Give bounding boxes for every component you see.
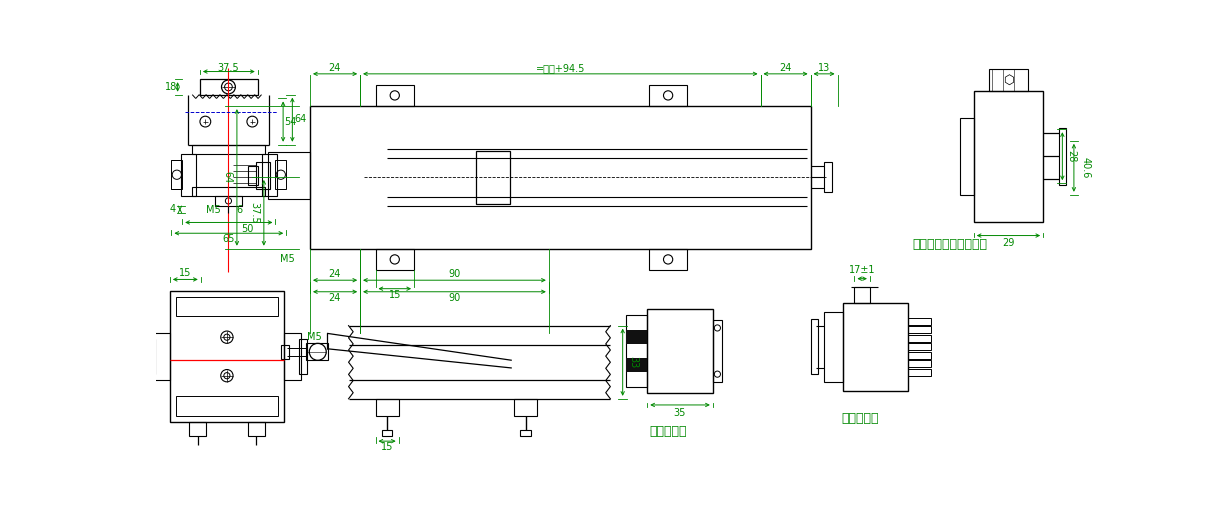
Bar <box>170 291 284 422</box>
Bar <box>625 358 647 372</box>
Text: 航空插头式: 航空插头式 <box>650 426 687 438</box>
Text: 17±1: 17±1 <box>849 265 875 275</box>
Text: 24: 24 <box>780 63 792 73</box>
Bar <box>310 106 810 248</box>
Text: 65: 65 <box>223 235 235 244</box>
Bar <box>376 85 414 106</box>
Text: 50: 50 <box>241 223 253 234</box>
Text: M5: M5 <box>279 254 294 264</box>
Text: 28: 28 <box>1066 150 1076 162</box>
Text: 18: 18 <box>165 82 177 92</box>
Bar <box>649 85 688 106</box>
Bar <box>147 339 154 374</box>
Bar <box>625 315 647 387</box>
Bar <box>825 162 832 193</box>
Bar <box>248 166 258 185</box>
Text: 6: 6 <box>236 205 242 215</box>
Bar <box>960 118 974 195</box>
Text: 24: 24 <box>328 63 341 73</box>
Text: 64: 64 <box>294 114 306 124</box>
Bar <box>176 297 278 317</box>
Bar <box>280 345 289 359</box>
Text: =型号+94.5: =型号+94.5 <box>536 63 585 73</box>
Bar <box>476 151 510 204</box>
Bar <box>300 339 307 374</box>
Bar <box>256 162 271 189</box>
Bar <box>192 145 266 154</box>
Bar <box>268 152 310 198</box>
Bar <box>153 334 170 379</box>
Text: 33: 33 <box>628 356 639 368</box>
Bar <box>247 422 264 436</box>
Bar <box>974 91 1043 222</box>
Text: 13: 13 <box>818 63 830 73</box>
Text: 40.6: 40.6 <box>1081 157 1091 178</box>
Bar <box>908 360 931 367</box>
Bar <box>275 160 286 189</box>
Bar <box>908 343 931 350</box>
Text: 24: 24 <box>328 293 341 303</box>
Bar <box>989 69 1028 91</box>
Text: 37.5: 37.5 <box>250 202 259 223</box>
Bar <box>649 248 688 270</box>
Bar <box>215 196 242 205</box>
Bar <box>176 396 278 415</box>
Bar <box>824 312 843 382</box>
Text: 35: 35 <box>673 409 685 419</box>
Bar <box>908 318 931 325</box>
Bar <box>625 330 647 344</box>
Bar <box>908 327 931 334</box>
Text: 防水接头式: 防水接头式 <box>841 412 879 425</box>
Text: M5: M5 <box>206 205 220 215</box>
Bar <box>908 352 931 359</box>
Text: ⬡: ⬡ <box>1002 73 1013 87</box>
Text: 24: 24 <box>328 269 341 279</box>
Bar <box>376 399 399 415</box>
Bar <box>306 343 328 360</box>
Bar <box>1059 128 1066 185</box>
Bar <box>647 309 712 393</box>
Text: 4: 4 <box>170 204 176 214</box>
Bar <box>171 160 182 189</box>
Bar <box>376 248 414 270</box>
Bar <box>514 399 537 415</box>
Bar <box>520 430 531 436</box>
Bar <box>181 154 196 196</box>
Bar <box>810 320 819 374</box>
Text: 15: 15 <box>179 268 191 278</box>
Bar <box>284 334 301 379</box>
Text: 37.5: 37.5 <box>218 63 239 73</box>
Text: 54: 54 <box>285 117 297 127</box>
Text: 15: 15 <box>388 290 401 300</box>
Bar <box>200 79 258 95</box>
Text: 15: 15 <box>381 442 393 452</box>
Text: 29: 29 <box>1002 238 1015 248</box>
Bar <box>712 320 722 382</box>
Text: 64: 64 <box>223 171 233 183</box>
Bar <box>262 154 277 196</box>
Bar <box>908 369 931 376</box>
Bar <box>192 187 266 196</box>
Text: 90: 90 <box>448 293 460 303</box>
Text: M5: M5 <box>306 332 321 342</box>
Text: 90: 90 <box>448 269 460 279</box>
Text: 赫斯曼插头式（标配）: 赫斯曼插头式（标配） <box>912 238 988 251</box>
Bar <box>908 335 931 342</box>
Bar <box>843 303 908 391</box>
Bar <box>854 287 870 303</box>
Bar <box>190 422 206 436</box>
Bar <box>382 430 393 436</box>
